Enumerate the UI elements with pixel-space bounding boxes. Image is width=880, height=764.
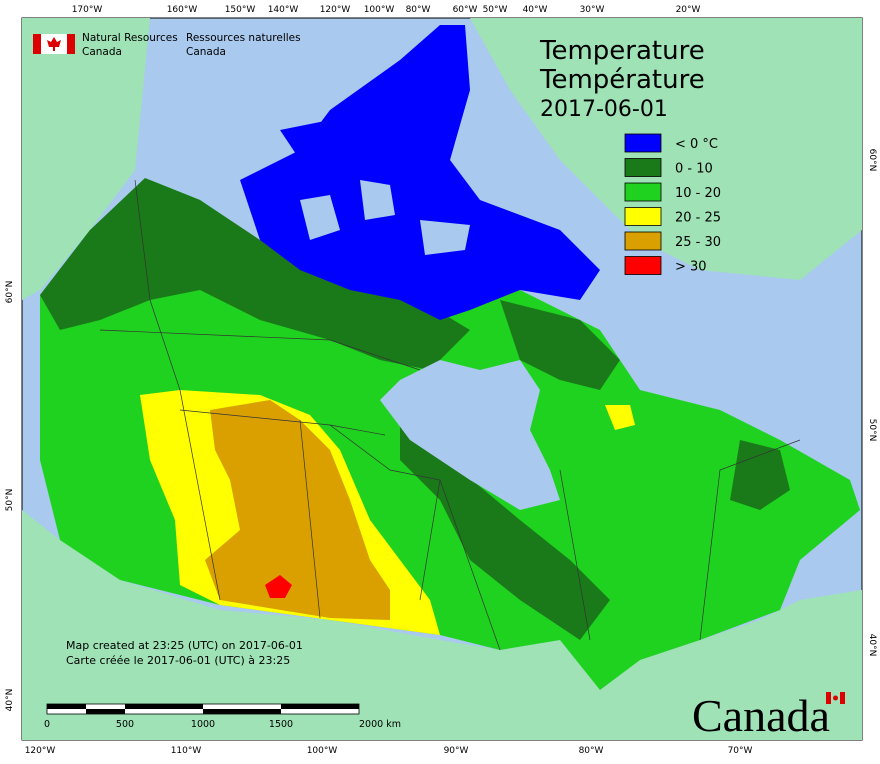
longitude-label: 30°W: [580, 5, 605, 15]
graticule-labels: 170°W 160°W 150°W 140°W 120°W 100°W 80°W 60°W 50…: [5, 5, 877, 756]
note: Carte créée le 2017-06-01 (UTC) à 23:25: [66, 654, 290, 667]
legend-swatch: [624, 182, 662, 202]
longitude-label: 40°W: [523, 5, 548, 15]
agency-en: Canada: [82, 46, 122, 58]
scale-seg: [281, 704, 359, 709]
agency-en: Natural Resources: [82, 32, 178, 44]
scale-seg: [125, 704, 203, 709]
legend-swatch: [624, 207, 662, 226]
title: Température: [539, 65, 705, 95]
channels: [300, 180, 470, 255]
title: Temperature: [539, 36, 705, 66]
longitude-label: 170°W: [72, 5, 103, 15]
longitude-label: 160°W: [167, 5, 198, 15]
legend-label: 20 - 25: [675, 211, 721, 226]
scale-label: 2000 km: [359, 719, 401, 730]
latitude-label: 40°N: [5, 689, 15, 712]
longitude-label: 150°W: [225, 5, 256, 15]
longitude-label: 100°W: [364, 5, 395, 15]
legend-label: < 0 °C: [675, 137, 718, 152]
scale-label: 500: [116, 719, 134, 730]
flag-bar: [840, 692, 845, 704]
longitude-label: 140°W: [268, 5, 299, 15]
longitude-label: 50°W: [483, 5, 508, 15]
longitude-label: 90°W: [444, 746, 469, 756]
alaska: [22, 18, 150, 300]
region: [240, 25, 600, 320]
foreign-land: [22, 18, 862, 740]
legend-swatch: [624, 231, 662, 251]
longitude-label: 120°W: [25, 746, 56, 756]
region: [500, 300, 620, 390]
province-border: [99, 179, 801, 651]
usa: [22, 510, 862, 740]
legend-swatch: [624, 256, 662, 275]
latitude-label: 50°N: [5, 489, 15, 512]
region: [605, 405, 635, 430]
region: [205, 400, 390, 620]
legend-label: 10 - 20: [675, 186, 721, 201]
canada: [40, 25, 860, 690]
legend-label: 25 - 30: [675, 235, 721, 250]
latitude-label: 40°N: [867, 634, 877, 657]
latitude-label: 50°N: [867, 419, 877, 442]
scale-labels: 0 500 1000 1500 2000 km: [44, 719, 401, 730]
longitude-label: 110°W: [171, 746, 202, 756]
longitude-label: 80°W: [579, 746, 604, 756]
legend-swatch: [624, 133, 662, 153]
maple-leaf: [47, 37, 61, 51]
latitude-label: 60°N: [5, 281, 15, 304]
date: 2017-06-01: [540, 97, 668, 122]
hudson-bay: [380, 360, 560, 510]
legend-swatch: [624, 158, 662, 177]
flag-bar: [67, 34, 75, 54]
note: Map created at 23:25 (UTC) on 2017-06-01: [66, 639, 303, 652]
longitude-label: 60°W: [453, 5, 478, 15]
scale-label: 1000: [191, 719, 215, 730]
maple-leaf: [833, 695, 838, 701]
region: [280, 120, 340, 160]
latitude-label: 60°N: [867, 149, 877, 172]
agency-fr: Canada: [186, 46, 226, 58]
scale-bar: [46, 703, 360, 715]
region: [730, 440, 790, 510]
longitude-label: 80°W: [406, 5, 431, 15]
greenland: [470, 18, 862, 280]
wordmark: Canada: [692, 690, 830, 741]
wordmark-flag: [826, 692, 845, 704]
legend: < 0 °C 0 - 10 10 - 20 20 - 25 25 - 30 > 30: [624, 133, 721, 275]
legend-label: > 30: [675, 260, 707, 275]
longitude-label: 20°W: [676, 5, 701, 15]
flag-bar: [826, 692, 831, 704]
scale-seg: [203, 709, 281, 714]
agency-fr: Ressources naturelles: [186, 32, 301, 44]
longitude-label: 100°W: [307, 746, 338, 756]
region: [400, 400, 610, 640]
legend-label: 0 - 10: [675, 162, 713, 177]
scale-label: 0: [44, 719, 50, 730]
flag-bar: [33, 34, 41, 54]
scale-label: 1500: [269, 719, 293, 730]
header: Natural Resources Canada Ressources natu…: [33, 32, 301, 58]
region: [40, 178, 470, 370]
longitude-label: 120°W: [320, 5, 351, 15]
longitude-label: 70°W: [728, 746, 753, 756]
region: [265, 575, 292, 598]
scale-seg: [86, 709, 125, 714]
scale-seg: [47, 704, 86, 709]
